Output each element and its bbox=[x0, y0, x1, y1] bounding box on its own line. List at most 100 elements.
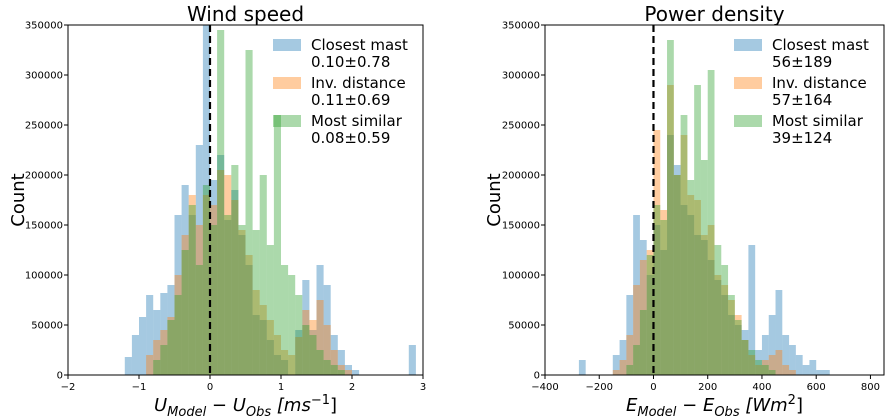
bar-3-28 bbox=[728, 295, 735, 375]
bar-1-41 bbox=[816, 370, 823, 375]
bar-2-25 bbox=[238, 230, 246, 375]
bar-2-37 bbox=[323, 325, 331, 375]
bar-3-13 bbox=[153, 360, 161, 375]
bar-2-33 bbox=[761, 360, 769, 375]
bar-2-13 bbox=[626, 335, 634, 375]
bar-1-35 bbox=[309, 330, 317, 375]
bar-1-28 bbox=[259, 320, 267, 375]
bar-1-10 bbox=[131, 335, 139, 375]
y-tick-label: 200000 bbox=[502, 171, 540, 182]
bar-3-25 bbox=[238, 225, 246, 375]
bar-1-49 bbox=[408, 345, 416, 375]
x-tick-label: −200 bbox=[586, 382, 613, 393]
bar-2-11 bbox=[612, 370, 620, 375]
bar-1-32 bbox=[755, 350, 762, 375]
legend-series-name: Closest mast bbox=[311, 36, 408, 54]
bar-2-30 bbox=[741, 340, 749, 375]
bar-2-36 bbox=[782, 365, 790, 375]
bar-1-34 bbox=[302, 280, 310, 375]
chart-panel-1: −2 −1 0 1 2 3 0 50000 100000 150000 200000 250000 30… bbox=[8, 2, 426, 419]
bar-2-27 bbox=[252, 290, 260, 375]
x-tick-label: 2 bbox=[349, 382, 355, 393]
bar-2-27 bbox=[721, 285, 729, 375]
bar-2-18 bbox=[188, 195, 196, 375]
bar-2-20 bbox=[673, 175, 681, 375]
bar-1-24 bbox=[700, 240, 708, 375]
bar-1-6 bbox=[578, 360, 586, 375]
legend-series-stat: 0.10±0.78 bbox=[311, 53, 390, 71]
bar-2-34 bbox=[768, 355, 776, 375]
x-tick-label: −400 bbox=[531, 382, 558, 393]
bar-1-41 bbox=[352, 370, 360, 375]
x-tick-label: 3 bbox=[420, 382, 426, 393]
bar-2-34 bbox=[302, 310, 310, 375]
bar-1-19 bbox=[195, 145, 203, 375]
bar-3-13 bbox=[626, 365, 634, 375]
bar-3-17 bbox=[653, 205, 661, 375]
x-tick-label: 400 bbox=[752, 382, 771, 393]
bar-2-32 bbox=[288, 355, 296, 375]
y-tick-label: 200000 bbox=[25, 171, 63, 182]
bar-2-19 bbox=[195, 225, 203, 375]
bar-1-24 bbox=[231, 190, 239, 375]
y-tick-label: 350000 bbox=[25, 21, 63, 32]
bar-1-17 bbox=[181, 185, 189, 375]
legend-series-name: Most similar bbox=[772, 112, 864, 130]
bar-2-22 bbox=[687, 195, 695, 375]
bar-1-33 bbox=[761, 335, 769, 375]
x-tick-label: −1 bbox=[132, 382, 147, 393]
bar-1-26 bbox=[245, 265, 253, 375]
legend-series-name: Closest mast bbox=[772, 36, 869, 54]
bar-1-16 bbox=[646, 275, 654, 375]
y-tick-label: 50000 bbox=[508, 321, 540, 332]
bar-1-14 bbox=[160, 293, 168, 375]
bar-3-20 bbox=[673, 175, 681, 375]
bar-2-30 bbox=[273, 335, 281, 375]
bar-1-38 bbox=[330, 335, 338, 375]
bar-3-23 bbox=[224, 215, 232, 375]
bar-1-39 bbox=[802, 365, 810, 375]
bar-1-27 bbox=[721, 295, 729, 375]
bar-1-18 bbox=[660, 250, 668, 375]
legend-series-name: Inv. distance bbox=[311, 74, 406, 92]
bar-3-36 bbox=[316, 350, 324, 375]
legend-series-stat: 57±164 bbox=[772, 91, 832, 109]
bar-1-33 bbox=[295, 330, 303, 375]
bar-3-25 bbox=[707, 70, 715, 375]
bar-1-29 bbox=[266, 340, 274, 375]
bar-1-13 bbox=[626, 295, 634, 375]
bar-3-14 bbox=[160, 345, 168, 375]
chart-title: Power density bbox=[644, 2, 784, 26]
y-tick-label: 100000 bbox=[502, 271, 540, 282]
bar-3-34 bbox=[768, 370, 776, 375]
y-tick-label: 350000 bbox=[502, 21, 540, 32]
bar-3-23 bbox=[694, 85, 701, 375]
x-tick-label: 800 bbox=[861, 382, 880, 393]
bar-3-34 bbox=[302, 325, 310, 375]
bar-2-38 bbox=[330, 350, 338, 375]
bar-1-16 bbox=[174, 215, 182, 375]
bar-1-21 bbox=[210, 180, 218, 375]
x-tick-label: 600 bbox=[807, 382, 826, 393]
bar-2-23 bbox=[694, 200, 701, 375]
bar-3-26 bbox=[245, 50, 253, 375]
y-tick-label: 250000 bbox=[25, 121, 63, 132]
bar-3-27 bbox=[252, 230, 260, 375]
x-tick-label: 0 bbox=[650, 382, 656, 393]
y-tick-label: 0 bbox=[57, 371, 63, 382]
bar-2-24 bbox=[700, 235, 708, 375]
y-tick-label: 100000 bbox=[25, 271, 63, 282]
bar-1-26 bbox=[714, 280, 722, 375]
bars bbox=[578, 40, 830, 375]
bar-3-16 bbox=[174, 295, 182, 375]
bar-1-29 bbox=[734, 325, 742, 375]
bar-2-19 bbox=[667, 85, 674, 375]
bar-1-42 bbox=[822, 370, 830, 375]
y-axis-label: Count bbox=[8, 173, 29, 226]
bar-2-28 bbox=[728, 300, 735, 375]
bar-1-23 bbox=[224, 220, 232, 375]
bar-3-22 bbox=[687, 180, 695, 375]
x-tick-label: 200 bbox=[698, 382, 717, 393]
bar-1-22 bbox=[217, 155, 225, 375]
